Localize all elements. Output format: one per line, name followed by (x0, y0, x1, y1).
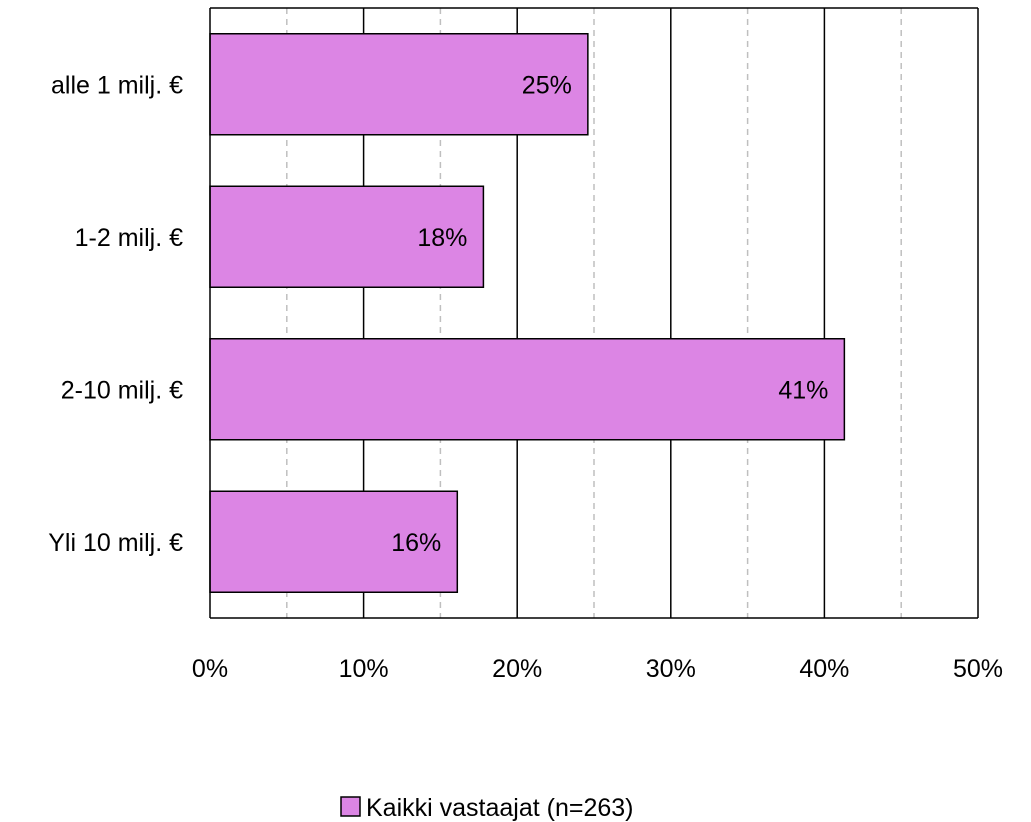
category-label: 2-10 milj. € (61, 376, 183, 404)
legend-swatch (340, 796, 361, 817)
bar-value-label: 41% (778, 376, 828, 404)
axes (209, 7, 978, 619)
x-tick-label: 0% (192, 655, 228, 683)
bar-series: 25% 18% 41% 16% (209, 33, 846, 593)
bar-value-label: 18% (417, 224, 467, 252)
bar-value-label: 25% (522, 71, 572, 99)
x-tick-label: 10% (339, 655, 389, 683)
legend-label: Kaikki vastaajat (n=263) (366, 794, 634, 822)
x-tick-label: 30% (646, 655, 696, 683)
bar (209, 338, 846, 441)
bar-value-label: 16% (391, 529, 441, 557)
x-tick-label: 20% (492, 655, 542, 683)
x-tick-labels: 0% 10% 20% 30% 40% 50% (192, 655, 1003, 683)
category-label: alle 1 milj. € (51, 71, 183, 99)
x-tick-label: 50% (953, 655, 1003, 683)
bar (209, 33, 589, 136)
bar (209, 490, 459, 593)
category-labels: alle 1 milj. € 1-2 milj. € 2-10 milj. € Yli… (48, 71, 183, 557)
x-tick-label: 40% (799, 655, 849, 683)
legend: Kaikki vastaajat (n=263) (340, 794, 634, 822)
category-label: Yli 10 milj. € (48, 529, 183, 557)
category-label: 1-2 milj. € (75, 224, 183, 252)
bar (209, 185, 485, 288)
